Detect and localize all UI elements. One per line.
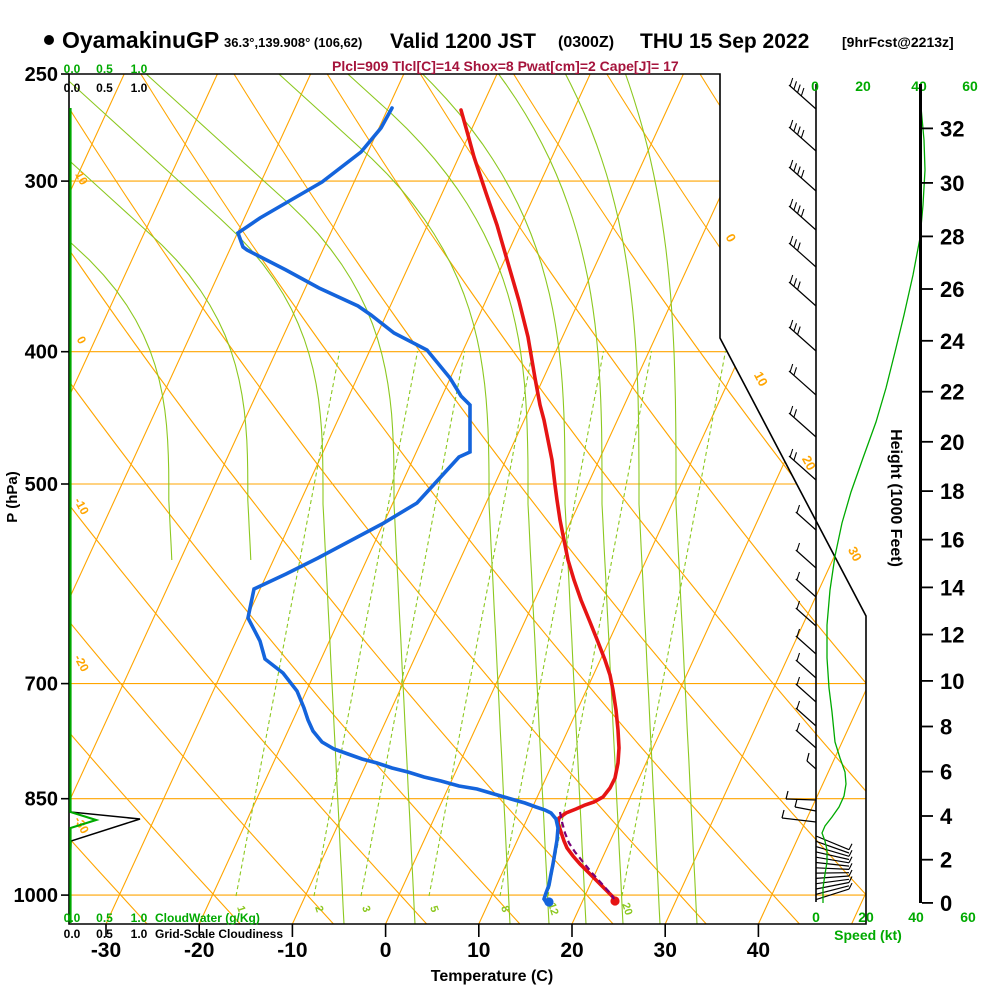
svg-text:30: 30: [845, 544, 865, 564]
svg-text:10: 10: [467, 939, 490, 962]
svg-text:26: 26: [940, 277, 964, 302]
svg-text:2: 2: [312, 904, 325, 914]
svg-text:28: 28: [940, 224, 964, 249]
svg-text:OyamakinuGP: OyamakinuGP: [62, 27, 219, 53]
svg-text:0: 0: [811, 78, 819, 94]
svg-text:0.5: 0.5: [96, 81, 113, 95]
svg-text:CloudWater (g/Kg): CloudWater (g/Kg): [155, 911, 260, 925]
svg-text:1.0: 1.0: [131, 62, 148, 76]
svg-text:0.5: 0.5: [96, 62, 113, 76]
svg-text:Valid 1200 JST: Valid 1200 JST: [390, 30, 536, 53]
svg-text:0.0: 0.0: [64, 81, 81, 95]
svg-text:-20: -20: [184, 939, 214, 962]
svg-text:12: 12: [940, 623, 964, 648]
svg-text:250: 250: [25, 64, 58, 86]
svg-text:24: 24: [940, 329, 965, 354]
svg-text:30: 30: [940, 171, 964, 196]
svg-text:1: 1: [234, 904, 247, 914]
svg-text:Speed (kt): Speed (kt): [834, 927, 902, 943]
svg-text:Temperature (C): Temperature (C): [431, 968, 553, 985]
svg-text:20: 20: [619, 901, 634, 916]
svg-text:Height (1000 Feet): Height (1000 Feet): [887, 429, 904, 567]
svg-text:20: 20: [940, 430, 964, 455]
svg-text:40: 40: [908, 909, 924, 925]
svg-text:18: 18: [940, 479, 964, 504]
svg-text:40: 40: [747, 939, 770, 962]
svg-text:0.0: 0.0: [64, 911, 81, 925]
svg-text:0: 0: [812, 909, 820, 925]
svg-text:16: 16: [940, 528, 964, 553]
svg-text:60: 60: [960, 909, 976, 925]
svg-text:6: 6: [940, 760, 952, 785]
svg-text:Grid-Scale Cloudiness: Grid-Scale Cloudiness: [155, 927, 283, 941]
svg-text:20: 20: [858, 909, 874, 925]
svg-text:8: 8: [498, 904, 511, 914]
svg-text:60: 60: [962, 78, 978, 94]
svg-text:300: 300: [25, 171, 58, 193]
svg-text:0.5: 0.5: [96, 911, 113, 925]
svg-text:850: 850: [25, 789, 58, 811]
svg-text:20: 20: [560, 939, 583, 962]
svg-text:32: 32: [940, 116, 964, 141]
svg-text:1.0: 1.0: [131, 81, 148, 95]
svg-text:14: 14: [940, 575, 965, 600]
svg-text:0.0: 0.0: [64, 927, 81, 941]
svg-text:20: 20: [799, 453, 819, 473]
svg-text:0: 0: [380, 939, 392, 962]
svg-text:8: 8: [940, 715, 952, 740]
svg-text:5: 5: [427, 904, 440, 914]
svg-text:-30: -30: [91, 939, 121, 962]
svg-text:3: 3: [359, 904, 372, 914]
svg-text:1000: 1000: [14, 885, 59, 907]
svg-text:22: 22: [940, 380, 964, 405]
svg-text:2: 2: [940, 848, 952, 873]
svg-text:4: 4: [940, 804, 953, 829]
svg-text:0.0: 0.0: [64, 62, 81, 76]
svg-text:[9hrFcst@2213z]: [9hrFcst@2213z]: [842, 34, 954, 50]
svg-text:700: 700: [25, 674, 58, 696]
svg-text:30: 30: [654, 939, 677, 962]
svg-text:400: 400: [25, 342, 58, 364]
svg-text:36.3°,139.908° (106,62): 36.3°,139.908° (106,62): [224, 35, 362, 50]
svg-text:20: 20: [855, 78, 871, 94]
svg-text:THU 15 Sep 2022: THU 15 Sep 2022: [640, 30, 809, 53]
svg-text:1.0: 1.0: [131, 911, 148, 925]
svg-text:P (hPa): P (hPa): [4, 471, 21, 522]
svg-text:Plcl=909 Tlcl[C]=14 Shox=8 Pwa: Plcl=909 Tlcl[C]=14 Shox=8 Pwat[cm]=2 Ca…: [332, 58, 679, 74]
svg-text:10: 10: [72, 169, 91, 188]
svg-text:(0300Z): (0300Z): [558, 34, 614, 51]
svg-text:1.0: 1.0: [131, 927, 148, 941]
svg-text:0.5: 0.5: [96, 927, 113, 941]
svg-text:10: 10: [751, 369, 771, 389]
svg-text:-10: -10: [277, 939, 307, 962]
svg-text:0: 0: [940, 891, 952, 916]
svg-text:10: 10: [940, 669, 964, 694]
svg-text:500: 500: [25, 474, 58, 496]
